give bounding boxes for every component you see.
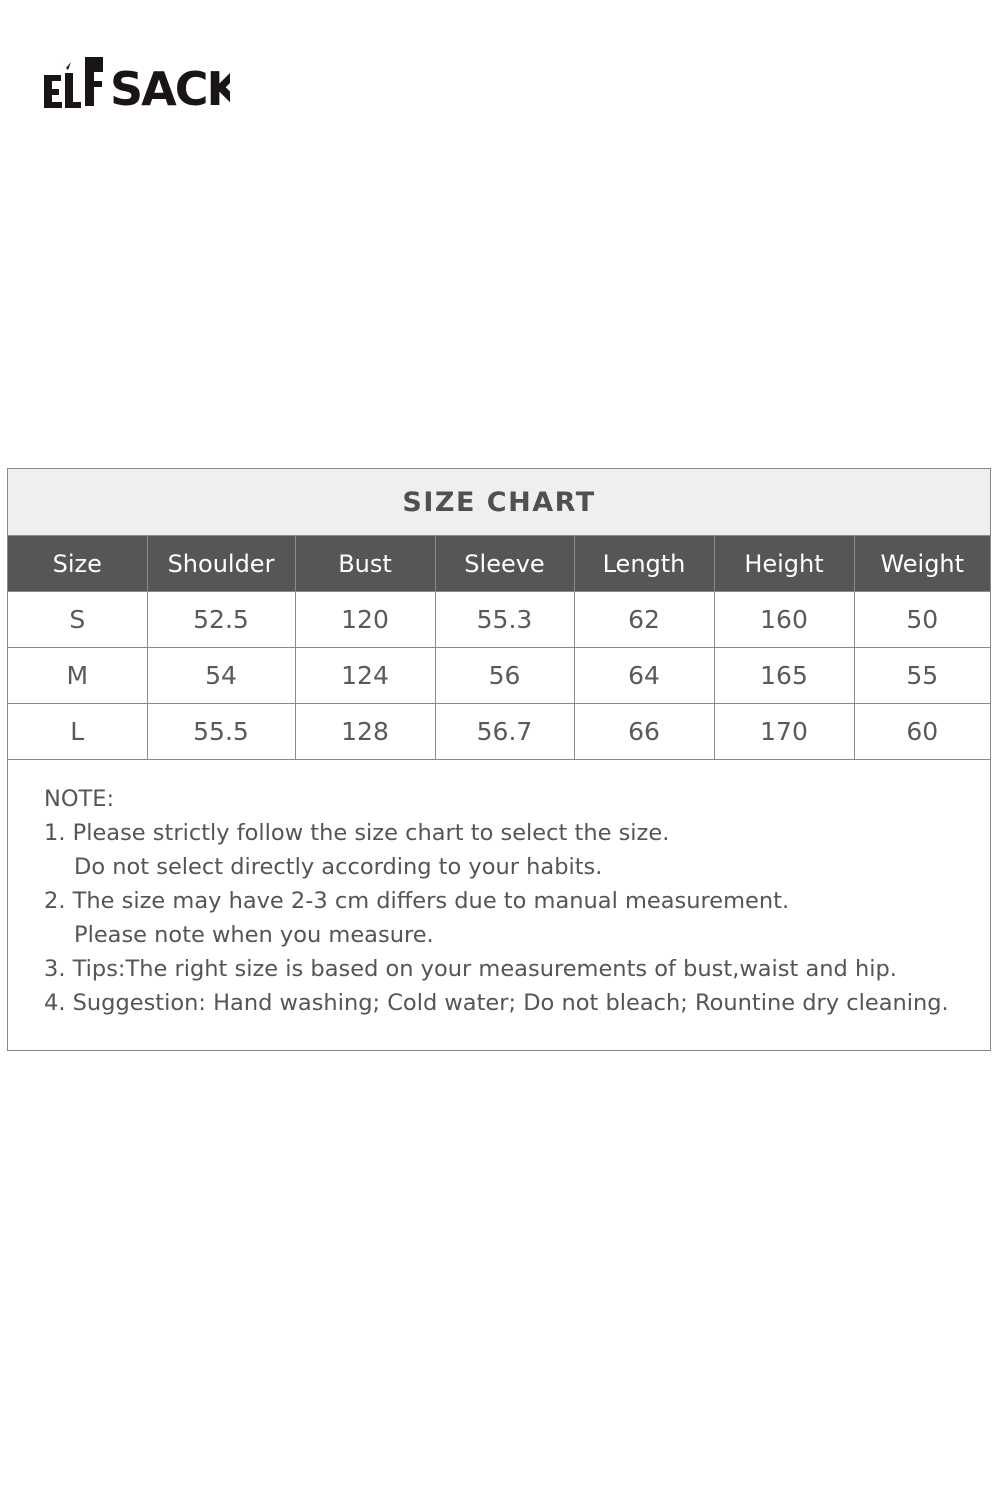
header-shoulder: Shoulder <box>146 536 295 592</box>
table-cell: 165 <box>713 647 854 704</box>
table-cell: 60 <box>853 703 990 759</box>
table-cell: 55.5 <box>146 703 295 759</box>
table-cell: 52.5 <box>146 591 295 648</box>
table-cell: 124 <box>294 647 435 704</box>
header-bust: Bust <box>294 536 435 592</box>
table-cell: 50 <box>853 591 990 648</box>
header-weight: Weight <box>853 536 990 592</box>
table-cell: 120 <box>294 591 435 648</box>
notes-heading: NOTE: <box>44 786 115 812</box>
svg-text:SACK: SACK <box>110 62 230 115</box>
table-cell: 64 <box>573 647 714 704</box>
table-cell: 128 <box>294 703 435 759</box>
elfsack-logo: SACK <box>44 57 230 115</box>
table-cell: 56.7 <box>434 703 574 759</box>
table-cell: 56 <box>434 647 574 704</box>
table-cell: M <box>8 647 147 704</box>
table-cell: 62 <box>573 591 714 648</box>
table-cell: 54 <box>146 647 295 704</box>
note-line: 4. Suggestion: Hand washing; Cold water;… <box>44 990 949 1016</box>
size-chart-title: SIZE CHART <box>8 469 990 536</box>
note-line: Do not select directly according to your… <box>74 854 603 880</box>
table-row: S 52.5 120 55.3 62 160 50 <box>8 591 990 648</box>
header-height: Height <box>713 536 854 592</box>
table-cell: S <box>8 591 147 648</box>
size-chart: SIZE CHART Size Shoulder Bust Sleeve Len… <box>7 468 991 1051</box>
table-row: L 55.5 128 56.7 66 170 60 <box>8 703 990 759</box>
header-length: Length <box>573 536 714 592</box>
note-line: Please note when you measure. <box>74 922 434 948</box>
header-sleeve: Sleeve <box>434 536 574 592</box>
table-row: M 54 124 56 64 165 55 <box>8 647 990 704</box>
note-line: 1. Please strictly follow the size chart… <box>44 820 670 846</box>
header-size: Size <box>8 536 147 592</box>
table-cell: L <box>8 703 147 759</box>
size-table: Size Shoulder Bust Sleeve Length Height … <box>8 536 990 759</box>
table-cell: 66 <box>573 703 714 759</box>
notes-section: NOTE: 1. Please strictly follow the size… <box>8 759 990 1050</box>
table-header-row: Size Shoulder Bust Sleeve Length Height … <box>8 536 990 592</box>
note-line: 3. Tips:The right size is based on your … <box>44 956 897 982</box>
note-line: 2. The size may have 2-3 cm differs due … <box>44 888 790 914</box>
table-cell: 55.3 <box>434 591 574 648</box>
table-cell: 160 <box>713 591 854 648</box>
table-cell: 170 <box>713 703 854 759</box>
table-cell: 55 <box>853 647 990 704</box>
